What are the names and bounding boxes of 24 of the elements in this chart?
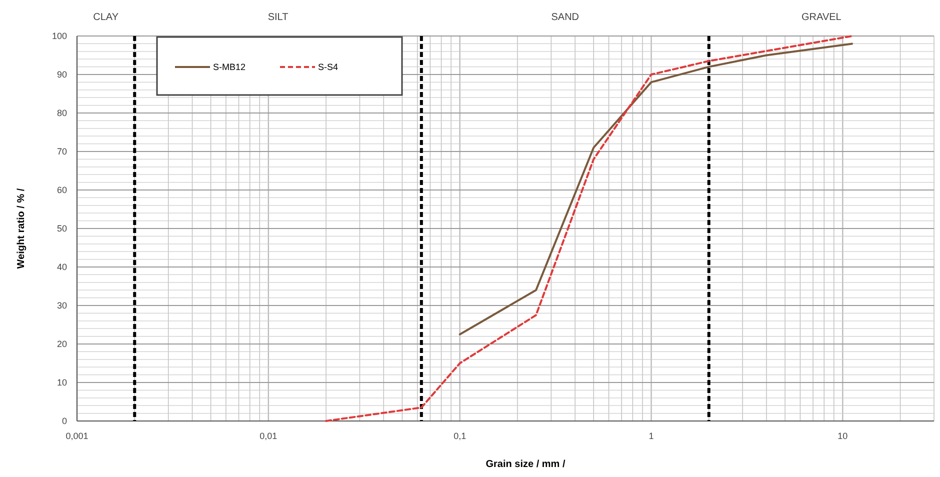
y-tick-label: 80 xyxy=(56,108,67,118)
y-tick-label: 20 xyxy=(56,339,67,349)
text: SAND xyxy=(551,12,580,23)
x-tick-label: 0,01 xyxy=(260,431,278,441)
legend-label: S-MB12 xyxy=(213,62,246,72)
y-tick-label: 40 xyxy=(56,262,67,272)
y-tick-label: 30 xyxy=(56,300,67,310)
text: CLAY xyxy=(93,12,119,23)
y-tick-label: 70 xyxy=(56,146,67,156)
y-tick-label: 50 xyxy=(56,224,67,234)
text: SILT xyxy=(268,12,288,23)
y-tick-label: 60 xyxy=(56,185,67,195)
y-axis-title: Weight ratio / % / xyxy=(16,188,27,269)
y-tick-label: 0 xyxy=(62,416,67,426)
x-tick-label: 0,1 xyxy=(454,431,466,441)
legend-label: S-S4 xyxy=(318,62,338,72)
x-tick-label: 10 xyxy=(838,431,848,441)
y-tick-label: 100 xyxy=(52,31,67,41)
x-axis-title: Grain size / mm / xyxy=(486,459,566,470)
x-tick-label: 1 xyxy=(648,431,654,441)
x-tick-label: 0,001 xyxy=(66,431,88,441)
y-tick-label: 90 xyxy=(56,70,67,80)
y-tick-label: 10 xyxy=(56,378,67,388)
text: GRAVEL xyxy=(802,12,842,23)
